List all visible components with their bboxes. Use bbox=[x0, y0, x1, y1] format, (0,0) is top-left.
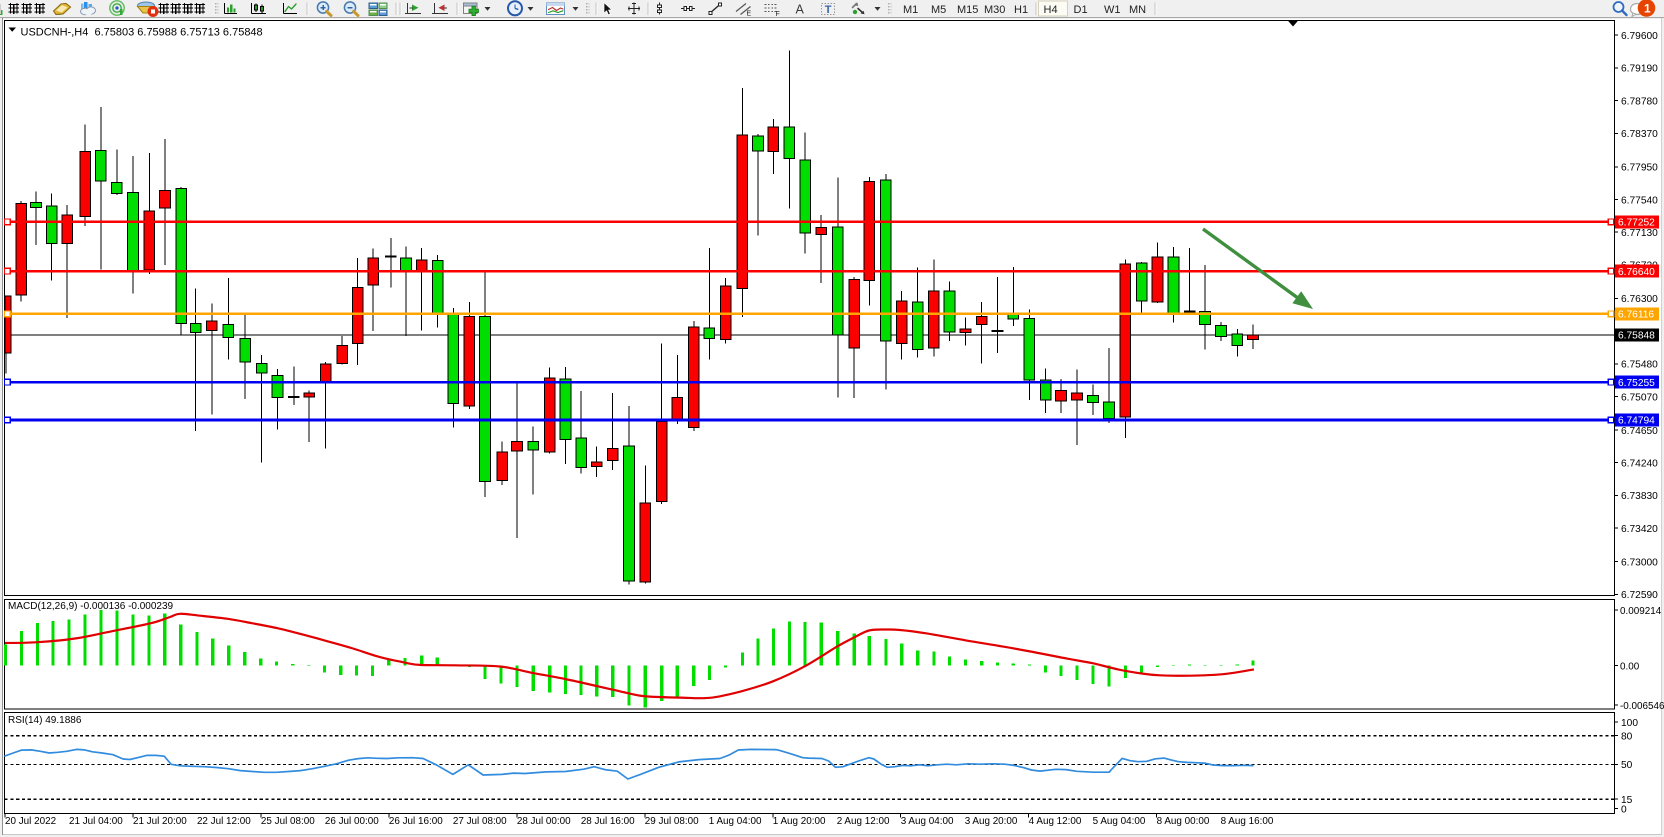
svg-text:6.75070: 6.75070 bbox=[1621, 392, 1658, 403]
svg-text:29 Jul 08:00: 29 Jul 08:00 bbox=[645, 816, 699, 827]
svg-text:27 Jul 08:00: 27 Jul 08:00 bbox=[453, 816, 507, 827]
svg-text:8 Aug 00:00: 8 Aug 00:00 bbox=[1157, 816, 1210, 827]
svg-text:22 Jul 12:00: 22 Jul 12:00 bbox=[197, 816, 251, 827]
svg-text:M5: M5 bbox=[931, 4, 946, 16]
svg-text:RSI(14) 49.1886: RSI(14) 49.1886 bbox=[8, 715, 82, 726]
svg-text:28 Jul 00:00: 28 Jul 00:00 bbox=[517, 816, 571, 827]
svg-text:21 Jul 20:00: 21 Jul 20:00 bbox=[133, 816, 187, 827]
svg-text:26 Jul 16:00: 26 Jul 16:00 bbox=[389, 816, 443, 827]
svg-text:2 Aug 12:00: 2 Aug 12:00 bbox=[837, 816, 890, 827]
svg-text:T: T bbox=[825, 4, 832, 16]
svg-text:100: 100 bbox=[1621, 718, 1638, 729]
svg-text:MACD(12,26,9) -0.000136 -0.000: MACD(12,26,9) -0.000136 -0.000239 bbox=[8, 601, 174, 612]
svg-text:F: F bbox=[776, 11, 780, 18]
svg-text:6.75480: 6.75480 bbox=[1621, 360, 1658, 371]
svg-text:MN: MN bbox=[1129, 4, 1146, 16]
svg-text:1 Aug 20:00: 1 Aug 20:00 bbox=[773, 816, 826, 827]
svg-text:M1: M1 bbox=[903, 4, 918, 16]
svg-text:E: E bbox=[747, 11, 752, 18]
svg-text:USDCNH-,H4 6.75803 6.75988 6.: USDCNH-,H4 6.75803 6.75988 6.75713 6.758… bbox=[21, 26, 263, 38]
svg-text:6.74794: 6.74794 bbox=[1618, 416, 1655, 427]
svg-text:3 Aug 04:00: 3 Aug 04:00 bbox=[901, 816, 954, 827]
svg-text:6.76116: 6.76116 bbox=[1618, 310, 1654, 321]
svg-text:D1: D1 bbox=[1074, 4, 1088, 16]
svg-text:M15: M15 bbox=[957, 4, 978, 16]
svg-text:20 Jul 2022: 20 Jul 2022 bbox=[5, 816, 56, 827]
svg-text:25 Jul 08:00: 25 Jul 08:00 bbox=[261, 816, 315, 827]
svg-text:1: 1 bbox=[1644, 2, 1651, 16]
svg-text:6.75255: 6.75255 bbox=[1618, 378, 1655, 389]
svg-text:6.77950: 6.77950 bbox=[1621, 163, 1658, 174]
svg-text:6.77130: 6.77130 bbox=[1621, 228, 1658, 239]
svg-text:H1: H1 bbox=[1014, 4, 1028, 16]
svg-text:H4: H4 bbox=[1044, 4, 1058, 16]
svg-text:A: A bbox=[796, 3, 805, 17]
svg-text:6.73830: 6.73830 bbox=[1621, 491, 1658, 502]
svg-text:1 Aug 04:00: 1 Aug 04:00 bbox=[709, 816, 762, 827]
svg-text:4 Aug 12:00: 4 Aug 12:00 bbox=[1029, 816, 1082, 827]
svg-text:0.00: 0.00 bbox=[1620, 662, 1640, 673]
svg-text:6.78370: 6.78370 bbox=[1621, 129, 1658, 140]
svg-text:6.74240: 6.74240 bbox=[1621, 459, 1658, 470]
svg-text:15: 15 bbox=[1621, 795, 1633, 806]
svg-text:3 Aug 20:00: 3 Aug 20:00 bbox=[965, 816, 1018, 827]
svg-text:26 Jul 00:00: 26 Jul 00:00 bbox=[325, 816, 379, 827]
svg-text:6.77540: 6.77540 bbox=[1621, 195, 1658, 206]
svg-text:5 Aug 04:00: 5 Aug 04:00 bbox=[1093, 816, 1146, 827]
svg-text:0.009214: 0.009214 bbox=[1620, 606, 1662, 617]
svg-text:21 Jul 04:00: 21 Jul 04:00 bbox=[69, 816, 123, 827]
svg-text:6.77252: 6.77252 bbox=[1618, 218, 1655, 229]
svg-text:6.78780: 6.78780 bbox=[1621, 96, 1658, 107]
svg-text:50: 50 bbox=[1621, 760, 1633, 771]
svg-text:6.76640: 6.76640 bbox=[1618, 267, 1655, 278]
svg-text:80: 80 bbox=[1621, 732, 1633, 743]
svg-text:6.73000: 6.73000 bbox=[1621, 557, 1658, 568]
svg-text:6.72590: 6.72590 bbox=[1621, 590, 1658, 601]
svg-text:W1: W1 bbox=[1104, 4, 1121, 16]
svg-text:-0.006546: -0.006546 bbox=[1620, 701, 1664, 712]
svg-text:6.74650: 6.74650 bbox=[1621, 426, 1658, 437]
svg-text:6.75848: 6.75848 bbox=[1618, 331, 1655, 342]
svg-text:0: 0 bbox=[1621, 804, 1627, 815]
svg-text:M30: M30 bbox=[984, 4, 1005, 16]
svg-text:6.79190: 6.79190 bbox=[1621, 64, 1658, 75]
svg-text:28 Jul 16:00: 28 Jul 16:00 bbox=[581, 816, 635, 827]
svg-text:6.76300: 6.76300 bbox=[1621, 294, 1658, 305]
svg-text:6.73420: 6.73420 bbox=[1621, 524, 1658, 535]
svg-text:8 Aug 16:00: 8 Aug 16:00 bbox=[1221, 816, 1274, 827]
svg-text:6.79600: 6.79600 bbox=[1621, 31, 1658, 42]
